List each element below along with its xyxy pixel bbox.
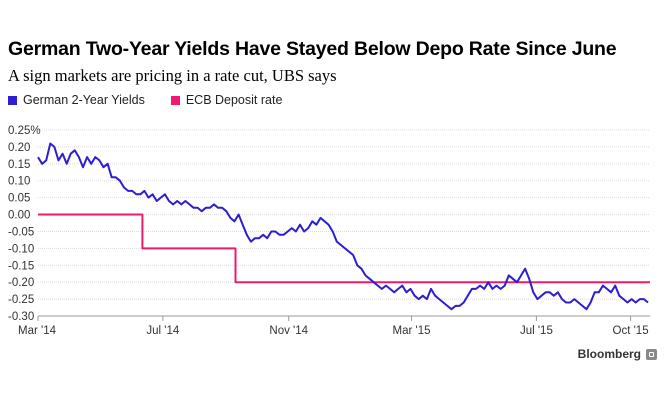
chart-subtitle: A sign markets are pricing in a rate cut… [8,66,337,85]
legend-item-deposit-rate: ECB Deposit rate [170,93,283,107]
y-tick-label: 0.15 [8,159,30,171]
legend-swatch-deposit-rate [170,95,180,105]
x-tick-label: Mar '14 [18,325,57,337]
series-line-german-2-year-yields [37,142,649,311]
y-tick-label: -0.05 [8,226,34,238]
y-tick-label: -0.20 [8,277,34,289]
y-tick-label: 0.00 [8,210,30,222]
y-tick-label: -0.25 [8,294,34,306]
source-footer: Bloomberg [578,347,657,361]
legend-label-yields: German 2-Year Yields [23,93,145,107]
y-tick-label: -0.15 [8,260,34,272]
legend: German 2-Year Yields ECB Deposit rate [8,93,308,107]
y-tick-label: 0.25% [8,125,41,137]
legend-item-yields: German 2-Year Yields [8,93,145,107]
bloomberg-logo-icon [646,348,657,360]
y-tick-label: -0.10 [8,243,34,255]
x-tick-label: Oct '15 [613,325,649,337]
legend-label-deposit-rate: ECB Deposit rate [185,93,283,107]
series-line-ecb-deposit-rate [38,213,650,284]
brand-label: Bloomberg [577,347,641,361]
y-tick-label: 0.05 [8,193,30,205]
x-tick-label: Jul '14 [146,325,179,337]
y-tick-label: 0.10 [8,176,30,188]
x-tick-label: Nov '14 [269,325,308,337]
chart-title: German Two-Year Yields Have Stayed Below… [8,38,617,60]
legend-swatch-yields [8,95,17,105]
x-tick-label: Mar '15 [393,325,431,337]
y-tick-label: -0.30 [8,311,34,323]
y-tick-label: 0.20 [8,142,30,154]
x-tick-label: Jul '15 [520,325,553,337]
